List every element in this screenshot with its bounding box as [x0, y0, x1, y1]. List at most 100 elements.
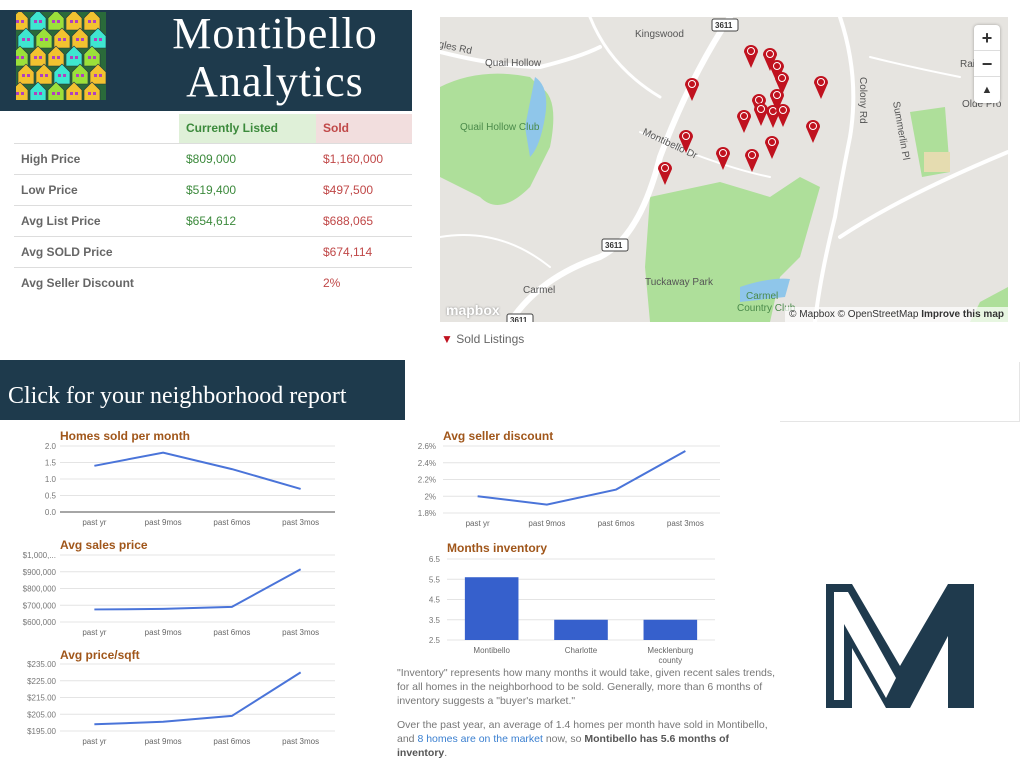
y-tick-label: 2.4%: [418, 459, 436, 468]
y-tick-label: 4.5: [429, 596, 441, 605]
x-tick-label: past 3mos: [282, 737, 319, 746]
sold-value: 2%: [316, 266, 412, 298]
x-tick-label: past 3mos: [667, 519, 704, 528]
x-tick-label: Montibello: [473, 646, 510, 655]
zoom-out-button[interactable]: −: [974, 51, 1000, 77]
map-label: Quail Hollow Club: [460, 122, 540, 133]
sold-listing-pin[interactable]: [744, 45, 758, 68]
chart-title: Homes sold per month: [60, 429, 190, 443]
sold-value: $1,160,000: [316, 142, 412, 174]
map-label: 3611: [715, 21, 733, 30]
map[interactable]: Kingswood Quail Hollow gles Rd Quail Hollow…: [440, 17, 1008, 322]
y-tick-label: 2.2%: [418, 476, 436, 485]
y-tick-label: 0.0: [45, 508, 57, 517]
table-row: Avg List Price $654,612 $688,065: [14, 204, 412, 236]
neighborhood-report-link[interactable]: Click for your neighborhood report: [0, 360, 405, 420]
header-sold: Sold: [316, 114, 412, 143]
x-tick-label: past yr: [82, 628, 106, 637]
map-label: Tuckaway Park: [645, 277, 714, 288]
sold-listing-pin[interactable]: [745, 149, 759, 172]
sold-listing-pin[interactable]: [754, 103, 768, 126]
listed-value: $519,400: [179, 173, 316, 205]
y-tick-label: 3.5: [429, 616, 441, 625]
x-tick-label: past 9mos: [145, 628, 182, 637]
y-tick-label: $1,000,...: [23, 551, 56, 560]
y-tick-label: 2.6%: [418, 442, 436, 451]
map-legend: ▼ Sold Listings: [441, 332, 524, 346]
chart-avg-seller-discount: Avg seller discount 1.8% 2% 2.2% 2.4% 2.6% pas…: [418, 429, 720, 528]
table-header: Currently Listed Sold: [14, 114, 412, 143]
x-tick-label: past 9mos: [145, 518, 182, 527]
x-tick-label: Charlotte: [565, 646, 598, 655]
sold-listing-pin[interactable]: [685, 78, 699, 101]
sold-listing-pin[interactable]: [658, 162, 672, 185]
series-line: [94, 451, 301, 490]
sold-listing-pin[interactable]: [679, 130, 693, 153]
chart-avg-price-sqft: Avg price/sqft $195.00 $205.00 $215.00 $225.…: [27, 648, 335, 746]
y-tick-label: 1.0: [45, 475, 57, 484]
row-label: Avg Seller Discount: [14, 266, 179, 298]
x-tick-label: past 3mos: [282, 628, 319, 637]
map-label: Colony Rd: [857, 77, 868, 124]
chart-title: Avg sales price: [60, 538, 148, 552]
sold-listing-pin[interactable]: [776, 104, 790, 127]
listed-value: [179, 266, 316, 298]
compass-button[interactable]: ▲: [981, 84, 993, 96]
y-tick-label: $800,000: [23, 585, 57, 594]
sold-listing-pin[interactable]: [814, 76, 828, 99]
header-banner: Montibello Analytics: [0, 10, 412, 111]
x-tick-label: past 6mos: [213, 737, 250, 746]
attribution-text[interactable]: © Mapbox © OpenStreetMap: [789, 309, 919, 320]
x-tick-label: past yr: [82, 737, 106, 746]
stats-table: Currently Listed Sold High Price $809,000…: [14, 114, 412, 298]
sold-listing-pin[interactable]: [770, 60, 784, 83]
table-row: Avg SOLD Price $674,114: [14, 235, 412, 267]
sold-listing-pin[interactable]: [770, 89, 784, 112]
sold-listing-pin[interactable]: [716, 147, 730, 170]
sold-listing-pin[interactable]: [775, 72, 789, 95]
map-label: Carmel: [523, 285, 555, 296]
y-tick-label: 2.5: [429, 636, 441, 645]
series-line: [94, 671, 302, 726]
chart-title: Avg price/sqft: [60, 648, 140, 662]
sold-value: $674,114: [316, 235, 412, 267]
sold-value: $497,500: [316, 173, 412, 205]
y-tick-label: 2.0: [45, 442, 57, 451]
x-tick-label: past yr: [466, 519, 490, 528]
zoom-in-button[interactable]: +: [974, 25, 1000, 51]
title-line-1: Montibello: [172, 9, 378, 58]
x-tick-label: past 9mos: [528, 519, 565, 528]
page-title: Montibello Analytics: [140, 10, 410, 106]
chart-months-inventory: Months inventory 2.5 3.5 4.5 5.5 6.5 Montibell…: [429, 541, 715, 665]
listed-value: $809,000: [179, 142, 316, 174]
x-tick-label: past 6mos: [213, 628, 250, 637]
x-tick-label: past 9mos: [145, 737, 182, 746]
bar: [464, 577, 519, 640]
mapbox-logo[interactable]: mapbox: [446, 302, 500, 318]
x-tick-label: past 3mos: [282, 518, 319, 527]
listed-value: $654,612: [179, 204, 316, 236]
p2-end: .: [444, 747, 448, 759]
y-tick-label: $235.00: [27, 660, 56, 669]
y-tick-label: 2%: [424, 492, 436, 501]
map-label: Olde Pro: [962, 99, 1002, 110]
row-label: Avg List Price: [14, 204, 179, 236]
row-label: Avg SOLD Price: [14, 235, 179, 267]
inventory-paragraph-2: Over the past year, an average of 1.4 ho…: [397, 718, 782, 760]
x-tick-label: Mecklenburg county: [647, 646, 693, 665]
chart-avg-sales-price: Avg sales price $600,000 $700,000 $800,000 $…: [23, 538, 335, 637]
header-currently-listed: Currently Listed: [179, 114, 316, 143]
sold-listing-pin[interactable]: [737, 110, 751, 133]
sold-listing-pin[interactable]: [763, 48, 777, 71]
legend-label: Sold Listings: [456, 332, 525, 346]
houses-image: [16, 12, 106, 100]
sold-listing-pin[interactable]: [806, 120, 820, 143]
m-logo: [826, 584, 974, 708]
bar: [554, 619, 608, 640]
map-label: Raintr: [960, 59, 987, 70]
homes-on-market-link[interactable]: 8 homes are on the market: [417, 733, 543, 745]
series-line: [477, 450, 686, 506]
sold-listing-pin[interactable]: [765, 136, 779, 159]
improve-map-link[interactable]: Improve this map: [921, 309, 1004, 320]
